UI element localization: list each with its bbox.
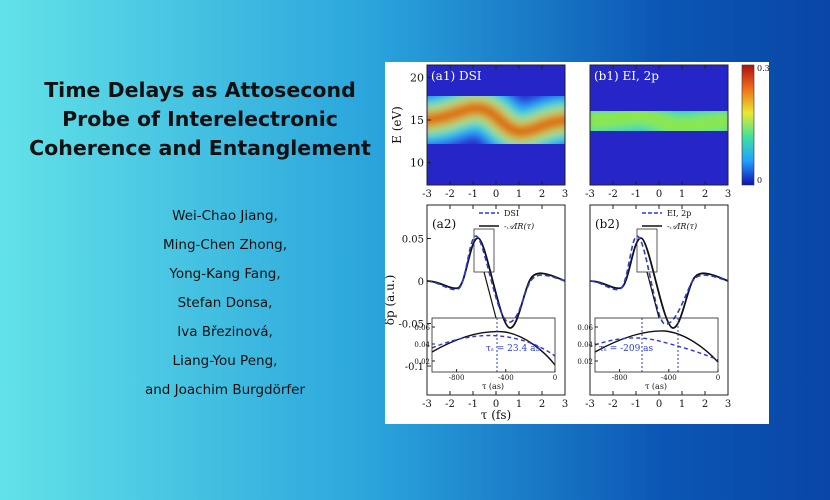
- panel-label: (a2): [432, 217, 456, 231]
- inset-x-label: τ (as): [482, 382, 504, 391]
- panel-label: (b2): [595, 217, 620, 231]
- y-tick-label: -0.1: [405, 362, 424, 373]
- x-tick-label: 2: [702, 189, 708, 200]
- inset-frame: [594, 317, 719, 373]
- heatmap: [427, 65, 565, 185]
- inset-y-tick-label: 0.02: [414, 358, 430, 366]
- annotation: τₛ = 23.4 as: [486, 344, 541, 354]
- x-tick-label: 1: [516, 399, 522, 410]
- x-tick-label: 3: [725, 189, 731, 200]
- heatmap: [590, 65, 728, 185]
- author: and Joachim Burgdörfer: [144, 382, 306, 398]
- x-tick-label: 3: [562, 189, 568, 200]
- panel-label: (b1) EI, 2p: [594, 69, 659, 83]
- legend-label: EI, 2p: [667, 209, 691, 218]
- x-tick-label: -3: [422, 399, 432, 410]
- x-tick-label: 0: [493, 399, 499, 410]
- x-axis-label: τ (fs): [481, 408, 511, 422]
- inset-x-tick-label: 0: [553, 374, 557, 382]
- annotation: τₛ = -209 as: [599, 344, 654, 354]
- title-line: Coherence and Entanglement: [29, 136, 371, 160]
- title-line: Time Delays as Attosecond: [44, 78, 356, 102]
- author: Wei-Chao Jiang,: [172, 208, 278, 224]
- x-tick-label: -3: [585, 399, 595, 410]
- inset-x-tick-label: -800: [612, 374, 628, 382]
- x-tick-label: 0: [493, 189, 499, 200]
- title-line: Probe of Interelectronic: [62, 107, 338, 131]
- author-list: Wei-Chao Jiang, Ming-Chen Zhong, Yong-Kang…: [100, 202, 350, 405]
- y-axis-label: δp (a.u.): [385, 275, 397, 326]
- author: Stefan Donsa,: [177, 295, 273, 311]
- y-tick-label: 15: [410, 114, 424, 127]
- colorbar-min: 0: [757, 176, 762, 185]
- figure: (a1) DSI (a2) DSI -𝒜IR(τ) τₛ = 23.4 as -3 -3 -2…: [385, 62, 769, 424]
- x-tick-label: -1: [631, 189, 641, 200]
- colorbar: [741, 64, 755, 186]
- x-tick-label: -2: [445, 189, 455, 200]
- x-tick-label: -1: [631, 399, 641, 410]
- x-tick-label: 1: [516, 189, 522, 200]
- y-tick-label: 0: [418, 277, 424, 288]
- x-tick-label: 3: [725, 399, 731, 410]
- inset-y-tick-label: 0.06: [414, 324, 430, 332]
- x-tick-label: 1: [679, 399, 685, 410]
- x-tick-label: -1: [468, 399, 478, 410]
- x-tick-label: -1: [468, 189, 478, 200]
- inset-x-tick-label: -400: [661, 374, 677, 382]
- y-tick-label: 10: [410, 157, 424, 170]
- panel-label: (a1) DSI: [431, 69, 482, 83]
- inset-y-tick-label: 0.06: [577, 324, 593, 332]
- x-tick-label: 0: [656, 189, 662, 200]
- x-tick-label: -2: [608, 399, 618, 410]
- x-tick-label: 2: [539, 399, 545, 410]
- title: Time Delays as Attosecond Probe of Inter…: [20, 76, 380, 163]
- x-tick-label: -3: [585, 189, 595, 200]
- legend-label: DSI: [504, 209, 519, 218]
- legend-label: -𝒜IR(τ): [504, 222, 534, 231]
- author: Ming-Chen Zhong,: [162, 237, 287, 253]
- y-tick-label: 20: [410, 72, 424, 85]
- legend-label: -𝒜IR(τ): [667, 222, 697, 231]
- x-tick-label: -2: [445, 399, 455, 410]
- inset-y-tick-label: 0.02: [577, 358, 593, 366]
- inset-x-tick-label: -400: [498, 374, 514, 382]
- x-tick-label: 3: [562, 399, 568, 410]
- x-tick-label: -3: [422, 189, 432, 200]
- inset-x-tick-label: 0: [716, 374, 720, 382]
- curves: [426, 228, 729, 372]
- y-axis-label: E (eV): [390, 106, 404, 144]
- inset-y-tick-label: 0.04: [414, 341, 430, 349]
- x-tick-label: 2: [702, 399, 708, 410]
- author: Liang-You Peng,: [172, 353, 278, 369]
- inset-x-tick-label: -800: [449, 374, 465, 382]
- inset-frame: [431, 317, 556, 373]
- y-tick-label: -0.05: [398, 320, 424, 331]
- x-tick-label: 1: [679, 189, 685, 200]
- inset-x-label: τ (as): [645, 382, 667, 391]
- colorbar-max: 0.32: [757, 64, 769, 73]
- author: Yong-Kang Fang,: [169, 266, 281, 282]
- x-tick-label: 2: [539, 189, 545, 200]
- author: Iva Březinová,: [177, 324, 273, 340]
- y-tick-label: 0.05: [402, 235, 424, 246]
- x-tick-label: -2: [608, 189, 618, 200]
- x-tick-label: 0: [656, 399, 662, 410]
- inset-y-tick-label: 0.04: [577, 341, 593, 349]
